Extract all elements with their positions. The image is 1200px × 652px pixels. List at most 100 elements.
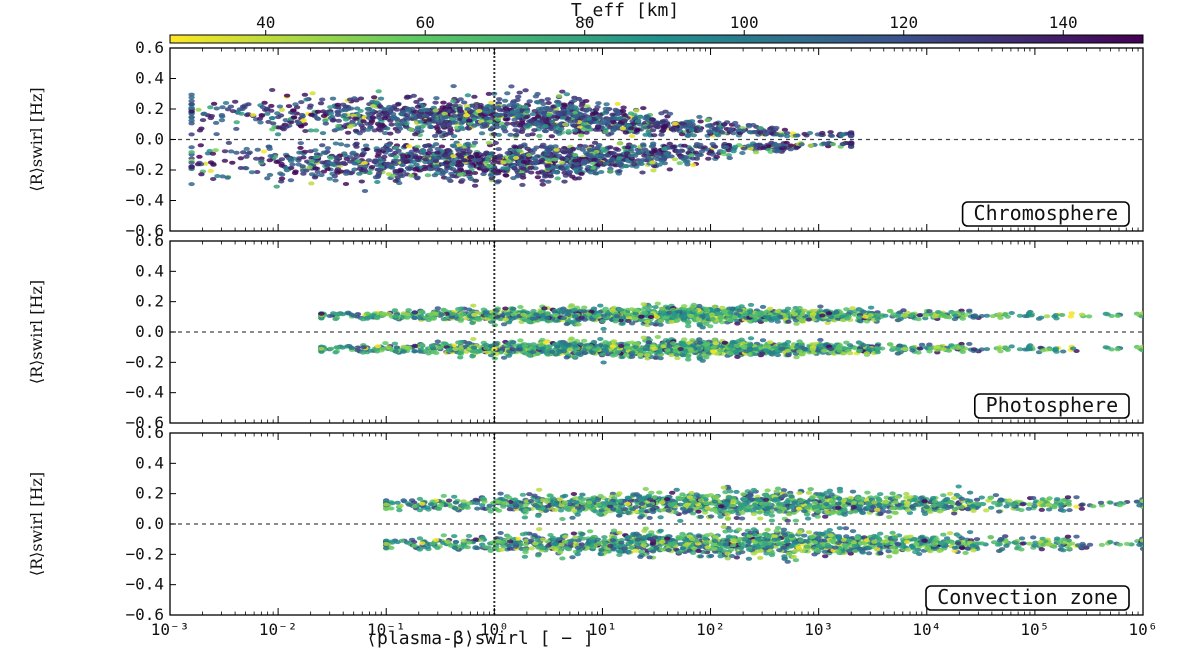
scatter-point	[445, 155, 452, 160]
scatter-point	[229, 109, 237, 114]
scatter-point	[299, 168, 307, 173]
scatter-point	[526, 99, 533, 104]
scatter-point	[688, 153, 695, 158]
scatter-point	[745, 124, 753, 129]
scatter-point	[638, 314, 645, 319]
scatter-point	[523, 109, 531, 114]
scatter-point	[465, 170, 473, 175]
scatter-point	[306, 165, 313, 170]
scatter-point	[504, 151, 511, 155]
scatter-point	[221, 149, 229, 154]
scatter-point	[532, 316, 539, 321]
scatter-point	[451, 103, 459, 108]
scatter-point	[457, 317, 465, 322]
scatter-point	[766, 306, 774, 311]
scatter-point	[721, 122, 728, 127]
scatter-point	[560, 115, 567, 120]
scatter-point	[1004, 314, 1011, 319]
scatter-point	[565, 129, 572, 133]
scatter-point	[600, 313, 607, 318]
scatter-point	[983, 313, 991, 318]
scatter-point	[289, 162, 296, 167]
colorbar: 40 60 80 100 120 140 T_eff [km]	[169, 0, 1144, 44]
scatter-point	[542, 172, 549, 177]
scatter-point	[270, 121, 277, 126]
scatter-point	[547, 174, 554, 179]
scatter-point	[471, 94, 478, 99]
scatter-point	[450, 144, 458, 149]
scatter-point	[188, 164, 195, 169]
scatter-point	[757, 126, 764, 130]
scatter-point	[650, 168, 657, 173]
scatter-point	[373, 100, 380, 105]
scatter-point	[600, 326, 607, 331]
scatter-point	[659, 119, 667, 124]
scatter-point	[332, 317, 339, 322]
scatter-point	[582, 108, 589, 113]
scatter-point	[559, 89, 566, 94]
scatter-point	[512, 123, 519, 128]
scatter-point	[624, 145, 632, 150]
scatter-point	[809, 314, 816, 319]
scatter-point	[649, 150, 656, 155]
scatter-point	[471, 183, 479, 188]
scatter-point	[440, 317, 448, 322]
scatter-point	[245, 151, 252, 156]
scatter-point	[730, 149, 737, 154]
scatter-point	[266, 158, 273, 163]
scatter-point	[516, 123, 524, 128]
scatter-point	[326, 176, 333, 181]
scatter-point	[805, 317, 812, 322]
scatter-point	[314, 170, 321, 174]
scatter-point	[740, 146, 748, 151]
scatter-point	[522, 88, 529, 93]
scatter-point	[827, 133, 835, 138]
scatter-point	[483, 106, 490, 111]
scatter-point	[290, 115, 298, 120]
scatter-point	[757, 130, 764, 135]
scatter-point	[404, 312, 411, 317]
scatter-point	[581, 309, 588, 314]
scatter-point	[371, 95, 378, 100]
scatter-point	[258, 113, 266, 118]
scatter-point	[798, 142, 805, 147]
scatter-point	[218, 113, 225, 117]
scatter-point	[570, 123, 578, 128]
scatter-point	[644, 319, 651, 324]
scatter-point	[715, 311, 722, 316]
scatter-point	[311, 175, 319, 180]
scatter-point	[470, 337, 477, 341]
scatter-point	[747, 309, 754, 314]
scatter-point	[307, 128, 315, 133]
scatter-point	[707, 129, 714, 134]
scatter-point	[368, 119, 376, 124]
scatter-point	[413, 166, 420, 171]
scatter-point	[387, 131, 394, 136]
scatter-point	[568, 103, 575, 108]
scatter-point	[747, 302, 755, 307]
scatter-point	[475, 158, 482, 162]
scatter-point	[580, 121, 587, 126]
scatter-point	[640, 106, 647, 111]
scatter-point	[765, 144, 772, 149]
scatter-point	[385, 143, 392, 148]
scatter-point	[477, 112, 485, 117]
scatter-point	[782, 314, 789, 319]
scatter-point	[194, 162, 202, 167]
scatter-point	[425, 151, 432, 156]
scatter-point	[188, 102, 195, 107]
scatter-point	[442, 133, 449, 137]
scatter-point	[684, 133, 691, 138]
scatter-point	[545, 101, 552, 105]
scatter-point	[301, 149, 309, 154]
scatter-point	[690, 302, 698, 307]
scatter-point	[446, 149, 453, 153]
scatter-point	[436, 120, 443, 125]
scatter-point	[696, 114, 703, 119]
scatter-point	[195, 107, 202, 112]
scatter-point	[807, 143, 814, 148]
scatter-point	[212, 148, 219, 153]
scatter-point	[713, 155, 720, 159]
scatter-point	[455, 159, 463, 164]
scatter-point	[927, 345, 934, 350]
